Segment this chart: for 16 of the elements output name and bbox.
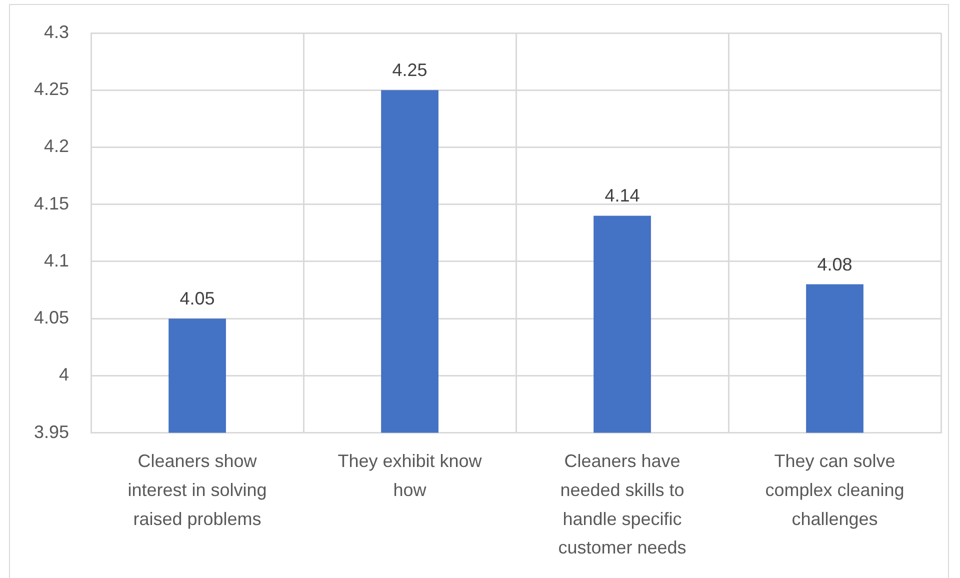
y-tick-label: 4.3 xyxy=(44,22,70,42)
y-tick-label: 4.2 xyxy=(44,136,70,156)
y-tick-label: 4.05 xyxy=(34,308,70,328)
data-label: 4.25 xyxy=(392,60,428,80)
x-tick-label: Cleaners have needed skills to handle specific customer needs xyxy=(558,451,686,558)
data-label: 4.05 xyxy=(180,288,215,309)
x-tick-label: They exhibit know how xyxy=(338,451,483,500)
y-tick-label: 4.1 xyxy=(44,250,70,270)
data-label: 4.08 xyxy=(817,254,852,274)
y-tick-label: 3.95 xyxy=(34,422,70,442)
x-tick-label: Cleaners show interest in solving raised problems xyxy=(128,451,267,529)
data-label: 4.14 xyxy=(604,186,640,206)
y-tick-label: 4 xyxy=(59,364,70,385)
y-tick-label: 4.15 xyxy=(34,193,70,214)
y-tick-label: 4.25 xyxy=(34,79,70,100)
x-tick-label: They can solve complex cleaning challenges xyxy=(765,451,904,529)
